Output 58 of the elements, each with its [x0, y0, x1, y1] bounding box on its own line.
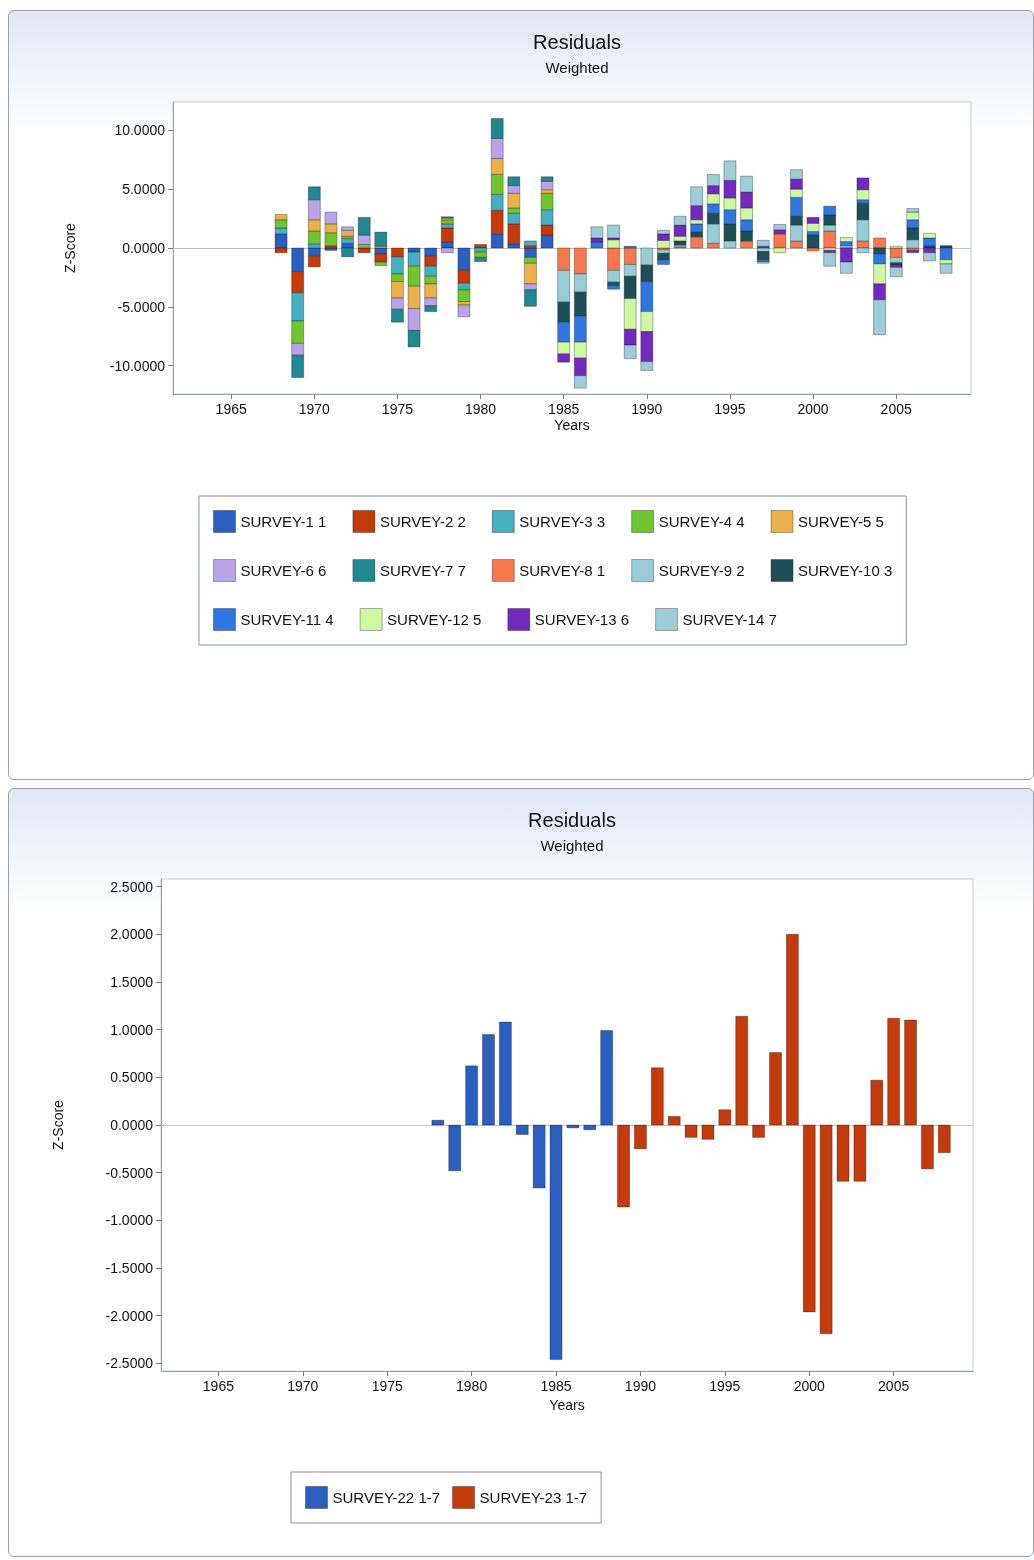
x-tick-label: 1990 — [624, 1378, 657, 1394]
legend-label: SURVEY-13 6 — [534, 611, 630, 628]
y-tick-label: 1.5000 — [110, 973, 154, 990]
y-tick-label: 10.0000 — [114, 122, 166, 139]
x-tick-label: 1995 — [709, 1378, 741, 1394]
legend-label: SURVEY-7 7 — [379, 562, 466, 579]
legend-label: SURVEY-2 2 — [379, 513, 466, 530]
x-tick-label: 1970 — [287, 1378, 319, 1394]
chart-subtitle: Weighted — [545, 59, 609, 76]
x-tick-label: 1995 — [714, 401, 746, 417]
y-tick-label: 0.0000 — [122, 240, 166, 256]
legend-label: SURVEY-22 1-7 — [332, 1489, 441, 1506]
y-tick-label: 5.0000 — [122, 181, 166, 198]
legend-label: SURVEY-12 5 — [387, 611, 482, 628]
y-tick-label: 1.0000 — [110, 1021, 154, 1038]
legend-label: SURVEY-9 2 — [658, 562, 745, 579]
x-tick-label: 2000 — [793, 1378, 826, 1394]
legend-label: SURVEY-3 3 — [519, 513, 606, 530]
y-axis-title: Z-Score — [50, 1099, 66, 1150]
y-tick-label: -2.5000 — [105, 1355, 154, 1372]
y-axis-title: Z-Score — [62, 222, 78, 273]
y-tick-label: -5.0000 — [117, 298, 166, 315]
x-tick-label: 1975 — [371, 1378, 403, 1394]
legend-label: SURVEY-8 1 — [519, 562, 606, 579]
legend-label: SURVEY-14 7 — [682, 611, 777, 628]
x-tick-label: 1990 — [631, 401, 663, 417]
x-tick-label: 1970 — [298, 401, 331, 417]
x-tick-label: 1985 — [548, 401, 580, 417]
y-tick-label: 2.0000 — [110, 926, 154, 943]
x-tick-label: 1980 — [464, 401, 497, 417]
y-tick-label: -1.0000 — [105, 1212, 154, 1229]
x-tick-label: 1985 — [540, 1378, 572, 1394]
y-tick-label: -1.5000 — [105, 1260, 154, 1277]
x-tick-label: 1965 — [202, 1378, 235, 1394]
x-tick-label: 1965 — [215, 401, 247, 417]
legend-label: SURVEY-1 1 — [240, 513, 327, 530]
legend-label: SURVEY-4 4 — [658, 513, 745, 530]
y-tick-label: 0.0000 — [110, 1117, 154, 1133]
x-axis-title: Years — [554, 417, 590, 433]
y-tick-label: 0.5000 — [110, 1069, 154, 1086]
x-tick-label: 1975 — [381, 401, 414, 417]
legend-label: SURVEY-10 3 — [798, 562, 893, 579]
legend-label: SURVEY-6 6 — [240, 562, 327, 579]
legend-label: SURVEY-5 5 — [798, 513, 884, 530]
y-tick-label: -0.5000 — [105, 1164, 154, 1181]
y-tick-label: -2.0000 — [105, 1307, 154, 1324]
x-tick-label: 2005 — [878, 1378, 910, 1394]
chart-subtitle: Weighted — [540, 837, 604, 854]
legend-label: SURVEY-23 1-7 — [479, 1489, 588, 1506]
x-tick-label: 2005 — [880, 401, 912, 417]
x-tick-label: 2000 — [797, 401, 829, 417]
y-tick-label: -10.0000 — [109, 357, 166, 374]
chart-title: Residuals — [528, 809, 616, 831]
y-tick-label: 2.5000 — [110, 878, 154, 895]
x-tick-label: 1980 — [456, 1378, 488, 1394]
chart-title: Residuals — [533, 31, 621, 53]
x-axis-title: Years — [549, 1396, 585, 1413]
legend-label: SURVEY-11 4 — [240, 611, 334, 628]
